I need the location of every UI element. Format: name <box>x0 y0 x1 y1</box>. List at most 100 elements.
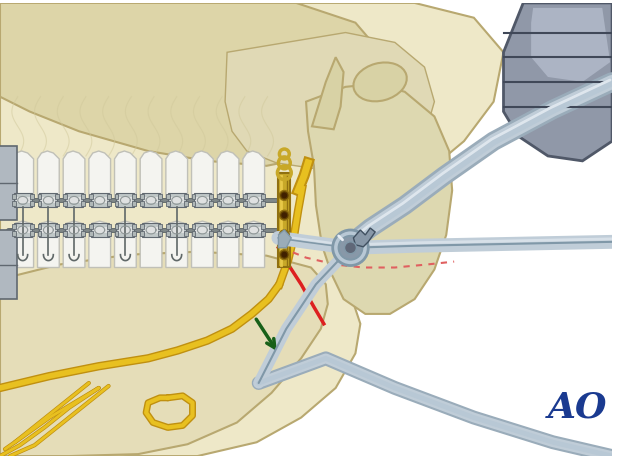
FancyBboxPatch shape <box>89 224 93 229</box>
FancyBboxPatch shape <box>192 202 195 206</box>
FancyBboxPatch shape <box>166 231 170 236</box>
FancyBboxPatch shape <box>243 195 247 199</box>
FancyBboxPatch shape <box>243 224 247 229</box>
Polygon shape <box>115 221 136 268</box>
FancyBboxPatch shape <box>63 231 67 236</box>
FancyBboxPatch shape <box>158 224 162 229</box>
Polygon shape <box>140 151 162 207</box>
FancyBboxPatch shape <box>38 195 42 199</box>
FancyBboxPatch shape <box>278 173 290 267</box>
FancyBboxPatch shape <box>89 202 93 206</box>
FancyBboxPatch shape <box>210 195 213 199</box>
FancyBboxPatch shape <box>140 231 144 236</box>
FancyBboxPatch shape <box>132 202 136 206</box>
FancyBboxPatch shape <box>115 224 118 229</box>
FancyBboxPatch shape <box>38 231 42 236</box>
FancyBboxPatch shape <box>260 195 265 199</box>
FancyBboxPatch shape <box>65 193 83 207</box>
Circle shape <box>280 210 290 220</box>
FancyBboxPatch shape <box>107 231 110 236</box>
Polygon shape <box>38 221 60 268</box>
FancyBboxPatch shape <box>235 202 239 206</box>
FancyBboxPatch shape <box>89 195 93 199</box>
FancyBboxPatch shape <box>14 223 32 237</box>
FancyBboxPatch shape <box>40 223 57 237</box>
Polygon shape <box>278 230 291 248</box>
FancyBboxPatch shape <box>235 195 239 199</box>
FancyBboxPatch shape <box>14 193 32 207</box>
FancyBboxPatch shape <box>117 223 135 237</box>
Polygon shape <box>140 221 162 268</box>
Polygon shape <box>0 3 503 456</box>
Polygon shape <box>115 151 136 207</box>
Polygon shape <box>0 3 385 166</box>
FancyBboxPatch shape <box>55 202 60 206</box>
Circle shape <box>280 190 290 201</box>
FancyBboxPatch shape <box>158 231 162 236</box>
FancyBboxPatch shape <box>81 224 85 229</box>
Polygon shape <box>12 151 33 207</box>
FancyBboxPatch shape <box>166 202 170 206</box>
FancyBboxPatch shape <box>117 193 135 207</box>
FancyBboxPatch shape <box>38 202 42 206</box>
FancyBboxPatch shape <box>63 202 67 206</box>
FancyBboxPatch shape <box>210 224 213 229</box>
Text: AO: AO <box>548 391 608 425</box>
Polygon shape <box>12 221 33 268</box>
Polygon shape <box>192 221 213 268</box>
Circle shape <box>333 230 368 266</box>
FancyBboxPatch shape <box>184 202 188 206</box>
FancyBboxPatch shape <box>260 231 265 236</box>
FancyBboxPatch shape <box>193 223 211 237</box>
FancyBboxPatch shape <box>12 224 16 229</box>
FancyBboxPatch shape <box>132 224 136 229</box>
FancyBboxPatch shape <box>81 202 85 206</box>
Polygon shape <box>353 228 375 247</box>
FancyBboxPatch shape <box>132 195 136 199</box>
FancyBboxPatch shape <box>30 231 33 236</box>
Ellipse shape <box>353 62 407 101</box>
FancyBboxPatch shape <box>158 195 162 199</box>
FancyBboxPatch shape <box>30 195 33 199</box>
FancyBboxPatch shape <box>219 193 237 207</box>
FancyBboxPatch shape <box>210 231 213 236</box>
Circle shape <box>280 250 290 260</box>
Polygon shape <box>503 3 612 161</box>
FancyBboxPatch shape <box>12 231 16 236</box>
FancyBboxPatch shape <box>115 202 118 206</box>
Polygon shape <box>312 57 343 129</box>
FancyBboxPatch shape <box>245 223 263 237</box>
FancyBboxPatch shape <box>140 224 144 229</box>
FancyBboxPatch shape <box>219 223 237 237</box>
Polygon shape <box>89 221 110 268</box>
FancyBboxPatch shape <box>107 195 110 199</box>
Circle shape <box>281 232 287 238</box>
Circle shape <box>281 252 287 257</box>
Polygon shape <box>166 221 188 268</box>
FancyBboxPatch shape <box>192 231 195 236</box>
FancyBboxPatch shape <box>260 202 265 206</box>
FancyBboxPatch shape <box>140 202 144 206</box>
FancyBboxPatch shape <box>55 195 60 199</box>
Polygon shape <box>89 151 110 207</box>
FancyBboxPatch shape <box>38 224 42 229</box>
FancyBboxPatch shape <box>168 193 185 207</box>
FancyBboxPatch shape <box>192 195 195 199</box>
FancyBboxPatch shape <box>55 231 60 236</box>
Polygon shape <box>192 151 213 207</box>
FancyBboxPatch shape <box>217 195 221 199</box>
FancyBboxPatch shape <box>63 195 67 199</box>
FancyBboxPatch shape <box>0 230 17 299</box>
Polygon shape <box>225 33 435 169</box>
FancyBboxPatch shape <box>168 223 185 237</box>
FancyBboxPatch shape <box>81 195 85 199</box>
Circle shape <box>280 230 290 240</box>
FancyBboxPatch shape <box>142 193 160 207</box>
Circle shape <box>281 192 287 198</box>
Polygon shape <box>63 221 85 268</box>
FancyBboxPatch shape <box>81 231 85 236</box>
FancyBboxPatch shape <box>184 231 188 236</box>
FancyBboxPatch shape <box>166 224 170 229</box>
FancyBboxPatch shape <box>217 202 221 206</box>
FancyBboxPatch shape <box>210 202 213 206</box>
